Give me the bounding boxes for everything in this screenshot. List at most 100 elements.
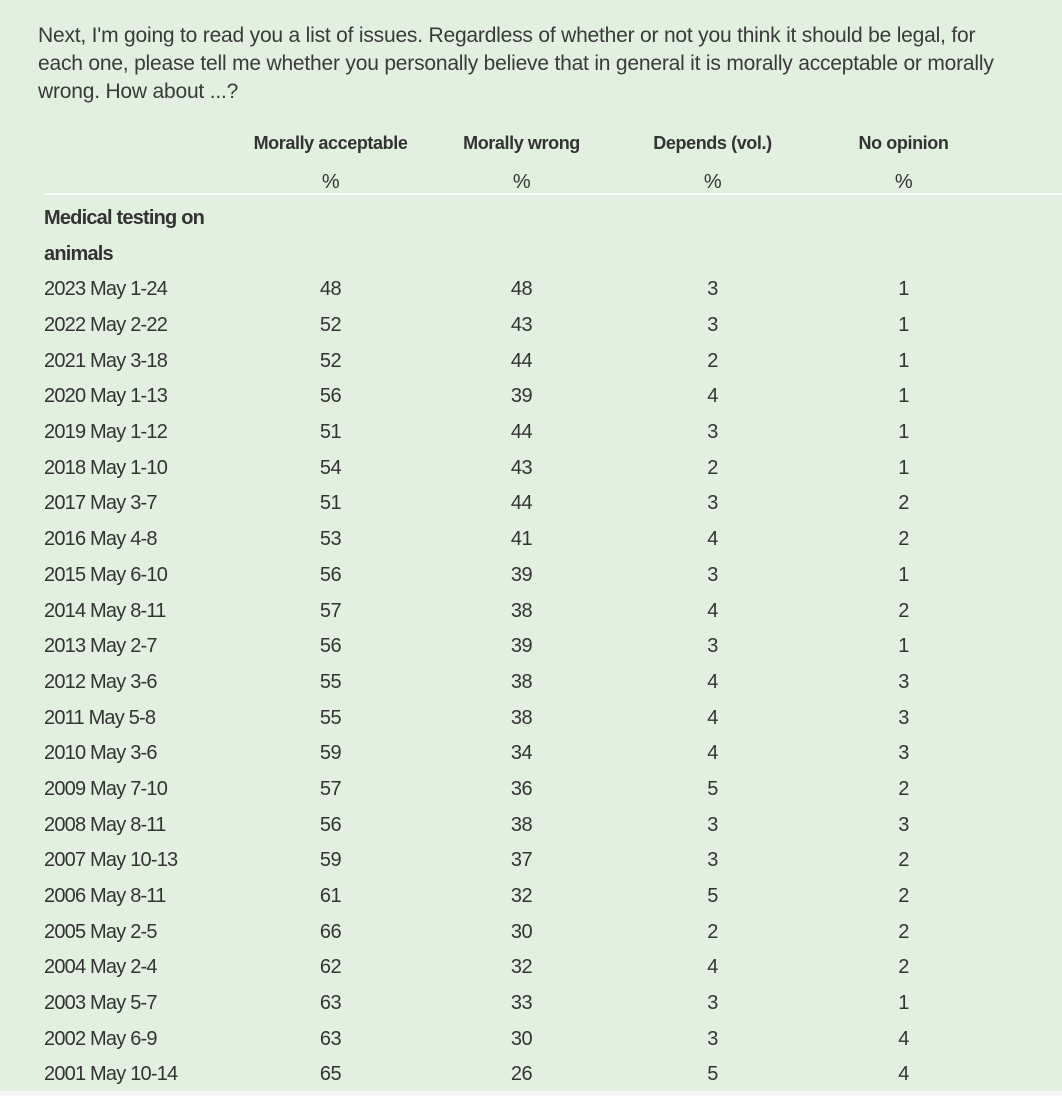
cell-value: 3 [898,742,909,765]
cell-value: 59 [319,742,342,765]
row-date: 2016 May 4-8 [44,528,158,551]
cell-value: 2 [898,528,909,551]
cell-value: 39 [510,385,533,408]
table-row: 2020 May 1-13 56 39 4 1 [44,379,999,415]
row-date: 2005 May 2-5 [44,920,158,943]
cell-value: 5 [707,777,718,800]
table-row: 2015 May 6-10 56 39 3 1 [44,558,999,594]
header-divider [44,193,1062,195]
table-row: 2006 May 8-11 61 32 5 2 [44,879,999,915]
column-header: Morally wrong [463,132,580,153]
cell-value: 3 [707,813,718,836]
cell-value: 3 [707,992,718,1015]
row-date: 2023 May 1-24 [44,278,168,301]
cell-value: 3 [707,314,718,337]
cell-value: 56 [319,813,342,836]
row-date: 2021 May 3-18 [44,349,168,372]
column-header: Morally acceptable [253,132,408,153]
table-row: 2018 May 1-10 54 43 2 1 [44,450,999,486]
cell-value: 38 [510,599,533,622]
cell-value: 44 [510,492,533,515]
cell-value: 1 [898,635,909,658]
cell-value: 3 [707,635,718,658]
cell-value: 2 [898,492,909,515]
column-header: No opinion [858,132,949,153]
cell-value: 4 [707,706,718,729]
table-row: 2017 May 3-7 51 44 3 2 [44,486,999,522]
cell-value: 3 [707,563,718,586]
cell-value: 44 [510,349,533,372]
cell-value: 56 [319,563,342,586]
cell-value: 65 [319,1063,342,1086]
cell-value: 4 [707,599,718,622]
row-date: 2015 May 6-10 [44,563,168,586]
cell-value: 53 [319,528,342,551]
cell-value: 30 [510,920,533,943]
table-row: 2009 May 7-10 57 36 5 2 [44,772,999,808]
cell-value: 3 [707,849,718,872]
row-date: 2003 May 5-7 [44,992,158,1015]
row-date: 2001 May 10-14 [44,1063,178,1086]
cell-value: 36 [510,777,533,800]
unit-label: % [321,170,340,193]
table-row: 2014 May 8-11 57 38 4 2 [44,593,999,629]
cell-value: 1 [898,385,909,408]
cell-value: 3 [707,421,718,444]
cell-value: 57 [319,777,342,800]
cell-value: 34 [510,742,533,765]
cell-value: 66 [319,920,342,943]
cell-value: 4 [707,385,718,408]
row-date: 2011 May 5-8 [44,706,156,729]
cell-value: 5 [707,1063,718,1086]
cell-value: 1 [898,456,909,479]
row-date: 2010 May 3-6 [44,742,158,765]
cell-value: 2 [898,885,909,908]
cell-value: 1 [898,563,909,586]
cell-value: 55 [319,706,342,729]
cell-value: 61 [319,885,342,908]
row-date: 2002 May 6-9 [44,1027,158,1050]
cell-value: 51 [319,421,342,444]
cell-value: 2 [898,920,909,943]
unit-row: % % % % [44,168,999,196]
cell-value: 4 [707,956,718,979]
cell-value: 32 [510,885,533,908]
table-row: 2007 May 10-13 59 37 3 2 [44,843,999,879]
table-row: 2008 May 8-11 56 38 3 3 [44,807,999,843]
cell-value: 2 [707,349,718,372]
row-date: 2007 May 10-13 [44,849,178,872]
row-date: 2017 May 3-7 [44,492,158,515]
cell-value: 1 [898,349,909,372]
cell-value: 63 [319,992,342,1015]
table-row: 2005 May 2-5 66 30 2 2 [44,914,999,950]
table-row: 2019 May 1-12 51 44 3 1 [44,415,999,451]
unit-label: % [512,170,531,193]
table-row: 2004 May 2-4 62 32 4 2 [44,950,999,986]
cell-value: 56 [319,635,342,658]
cell-value: 52 [319,314,342,337]
row-date: 2018 May 1-10 [44,456,168,479]
row-date: 2022 May 2-22 [44,314,168,337]
cell-value: 2 [898,599,909,622]
row-date: 2012 May 3-6 [44,670,158,693]
row-date: 2019 May 1-12 [44,421,168,444]
cell-value: 1 [898,421,909,444]
cell-value: 30 [510,1027,533,1050]
cell-value: 33 [510,992,533,1015]
cell-value: 38 [510,670,533,693]
cell-value: 1 [898,992,909,1015]
column-headers: Morally acceptable Morally wrong Depends… [44,128,999,158]
cell-value: 3 [898,670,909,693]
cell-value: 63 [319,1027,342,1050]
cell-value: 62 [319,956,342,979]
cell-value: 59 [319,849,342,872]
cell-value: 38 [510,706,533,729]
row-date: 2006 May 8-11 [44,885,166,908]
unit-label: % [703,170,722,193]
cell-value: 54 [319,456,342,479]
cell-value: 38 [510,813,533,836]
group-label: Medical testing on animals [44,207,205,265]
cell-value: 41 [510,528,533,551]
table-row: 2011 May 5-8 55 38 4 3 [44,700,999,736]
